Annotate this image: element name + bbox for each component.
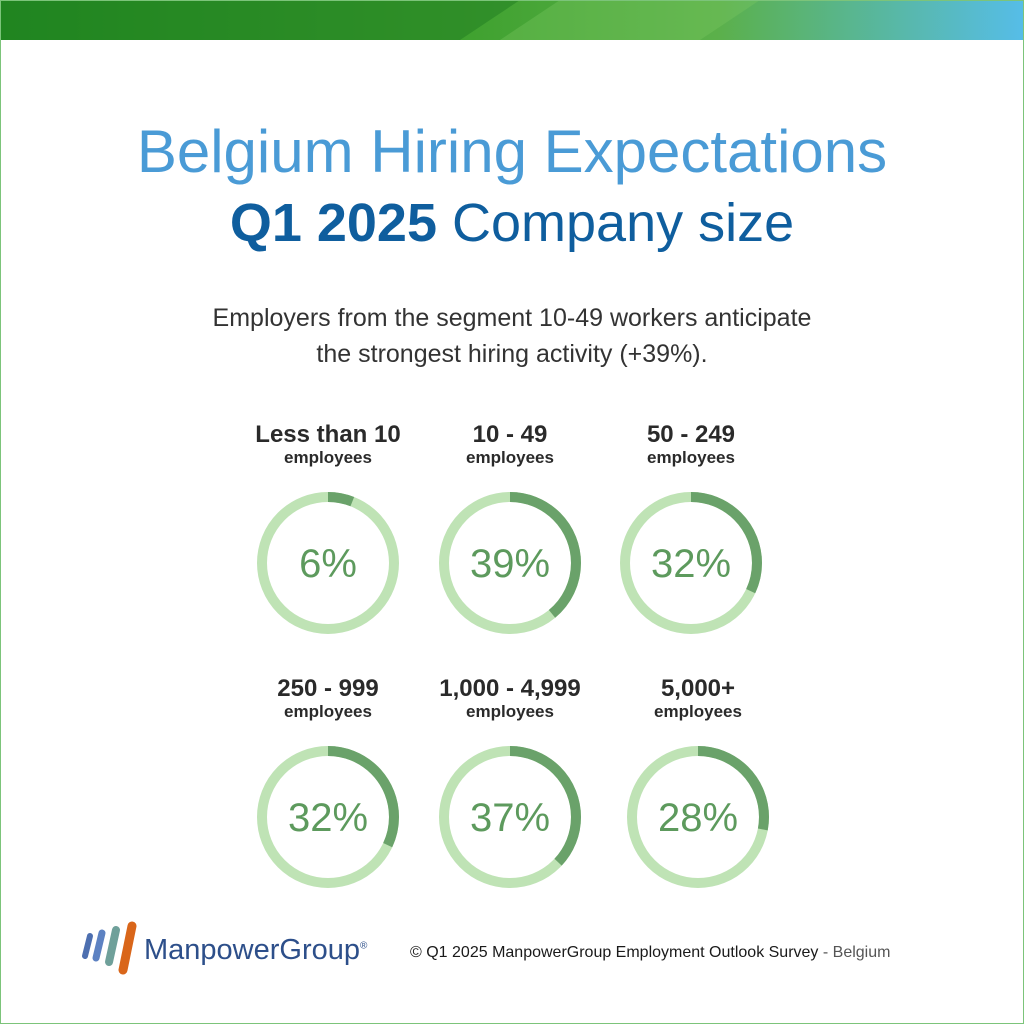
- donut-chart-2: 10 - 49 employees 39%: [415, 422, 605, 638]
- donut-chart-6: 5,000+ employees 28%: [603, 676, 793, 892]
- summary-line-1: Employers from the segment 10-49 workers…: [212, 304, 812, 332]
- footer-separator: -: [818, 944, 833, 961]
- donut-ring: 39%: [439, 492, 581, 634]
- donut-value-arc: [439, 492, 581, 634]
- donut-ring: 32%: [257, 746, 399, 888]
- donut-value-arc: [620, 492, 762, 634]
- manpowergroup-logo: ManpowerGroup®: [76, 920, 376, 980]
- donut-value-arc: [627, 746, 769, 888]
- donut-ring: 37%: [439, 746, 581, 888]
- donut-value-label: 32%: [651, 542, 731, 586]
- donut-value-label: 39%: [470, 542, 550, 586]
- donut-chart-3: 50 - 249 employees 32%: [596, 422, 786, 638]
- donut-value-label: 6%: [299, 542, 357, 586]
- donut-ring: 32%: [620, 492, 762, 634]
- donut-value-label: 37%: [470, 796, 550, 840]
- registered-mark: ®: [360, 940, 368, 952]
- donut-sublabel: employees: [654, 702, 742, 721]
- logo-mark-icon: [82, 921, 137, 975]
- footer-country: Belgium: [832, 944, 891, 961]
- donut-value-label: 28%: [658, 796, 738, 840]
- donut-label: 10 - 49: [472, 421, 548, 448]
- donut-ring: 6%: [257, 492, 399, 634]
- page-title: Belgium Hiring Expectations: [136, 118, 888, 185]
- logo-name: ManpowerGroup: [144, 934, 360, 966]
- summary-line-2: the strongest hiring activity (+39%).: [316, 340, 708, 368]
- subtitle-topic: Company size: [452, 193, 795, 253]
- donut-chart-4: 250 - 999 employees 32%: [233, 676, 423, 892]
- footer-source: © Q1 2025 ManpowerGroup Employment Outlo…: [410, 944, 890, 962]
- donut-value-arc: [439, 746, 581, 888]
- donut-label: 250 - 999: [277, 675, 379, 702]
- donut-label: 50 - 249: [646, 421, 736, 448]
- donut-ring: 28%: [627, 746, 769, 888]
- donut-value-arc: [257, 746, 399, 888]
- donut-sublabel: employees: [466, 448, 554, 467]
- donut-value-arc: [257, 492, 399, 634]
- donut-value-label: 32%: [288, 796, 368, 840]
- donut-sublabel: employees: [284, 448, 372, 467]
- donut-chart-5: 1,000 - 4,999 employees 37%: [415, 676, 605, 892]
- donut-label: 5,000+: [660, 675, 736, 702]
- donut-sublabel: employees: [284, 702, 372, 721]
- donut-sublabel: employees: [647, 448, 735, 467]
- donut-chart-1: Less than 10 employees 6%: [233, 422, 423, 638]
- header-gradient-band: [0, 0, 1024, 40]
- summary-text: Employers from the segment 10-49 workers…: [112, 300, 912, 372]
- donut-label: Less than 10: [255, 421, 401, 448]
- donut-sublabel: employees: [466, 702, 554, 721]
- footer-copyright: © Q1 2025 ManpowerGroup Employment Outlo…: [410, 944, 819, 961]
- page-subtitle: Q1 2025 Company size: [0, 196, 1024, 250]
- donut-label: 1,000 - 4,999: [439, 675, 581, 702]
- subtitle-period: Q1 2025: [229, 193, 437, 253]
- logo-wordmark: ManpowerGroup®: [144, 934, 367, 967]
